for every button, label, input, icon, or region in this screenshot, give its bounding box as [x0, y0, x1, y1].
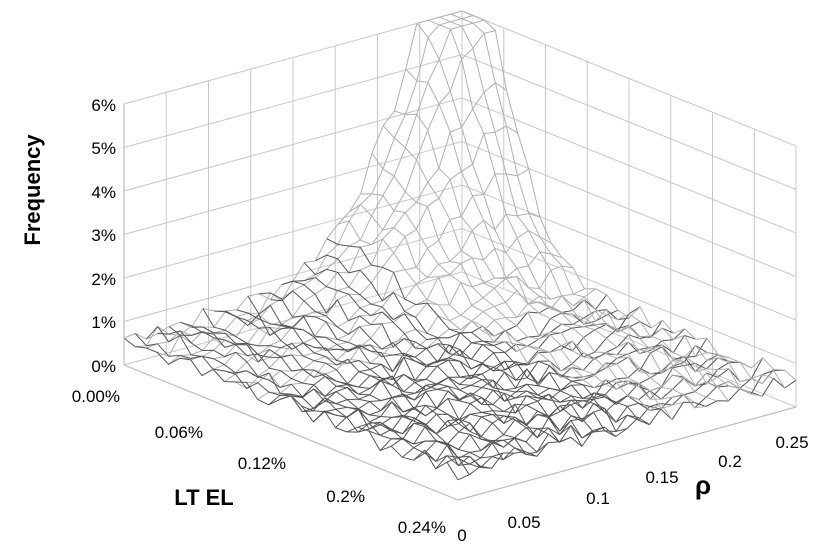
surface-column-line [180, 321, 515, 461]
surface-column-line [349, 203, 684, 410]
z-axis-title: Frequency [20, 134, 45, 246]
z-tick-label: 1% [91, 313, 116, 332]
surface-column-line [439, 16, 774, 383]
surface-row-line [324, 319, 663, 418]
surface-row-line [223, 251, 563, 382]
surface-column-line [202, 308, 537, 457]
surface-row-line [190, 168, 530, 361]
surface-column-line [382, 125, 718, 402]
y-axis-ticks: 0 0.05 0.1 0.15 0.2 0.25 [457, 433, 808, 545]
y-tick-label: 0.05 [507, 513, 540, 532]
surface-column-line [405, 68, 740, 390]
z-axis-ticks: 6% 5% 4% 3% 2% 1% 0% [91, 96, 116, 376]
surface-column-line [225, 310, 560, 443]
z-tick-label: 4% [91, 183, 116, 202]
surface-column-line [123, 337, 459, 481]
x-tick-label: 0.2% [326, 487, 365, 506]
surface-column-line [259, 292, 594, 439]
surface-column-line [270, 290, 605, 433]
y-tick-label: 0.15 [645, 468, 678, 487]
surface-column-line [303, 262, 639, 423]
y-tick-label: 0.2 [718, 452, 742, 471]
surface-column-line [337, 220, 673, 421]
surface-column-line [394, 110, 729, 402]
surface-column-line [326, 238, 661, 410]
surface-column-line [360, 193, 695, 403]
y-tick-label: 0.25 [775, 433, 808, 452]
x-axis-ticks: 0.00% 0.06% 0.12% 0.2% 0.24% [72, 387, 446, 537]
x-tick-label: 0.00% [72, 387, 120, 406]
z-tick-label: 6% [91, 96, 116, 115]
surface-column-line [236, 309, 571, 443]
x-tick-label: 0.12% [238, 454, 286, 473]
surface-row-line [146, 19, 485, 349]
surface-column-line [247, 295, 583, 447]
surface-column-line [450, 13, 786, 389]
gridline-horizontal [123, 10, 797, 147]
x-tick-label: 0.06% [155, 423, 203, 442]
x-axis-title: LT EL [174, 485, 233, 510]
surface-column-line [157, 330, 492, 469]
surface-column-line [134, 333, 470, 475]
surface-column-line [371, 153, 706, 409]
surface-column-line [315, 254, 650, 426]
y-tick-label: 0 [457, 526, 466, 545]
y-tick-label: 0.1 [586, 489, 610, 508]
surface-column-line [428, 19, 763, 397]
surface-column-line [461, 10, 797, 381]
z-tick-label: 2% [91, 270, 116, 289]
surface-column-line [168, 326, 504, 459]
surface-column-line [416, 23, 752, 393]
surface-column-line [292, 277, 628, 432]
gridline-horizontal [123, 140, 797, 277]
surface-row-line [213, 230, 552, 374]
surface-row-line [168, 82, 507, 365]
y-axis-line [457, 406, 797, 501]
x-axis-line [123, 364, 459, 501]
z-tick-label: 0% [91, 357, 116, 376]
gridline-horizontal [123, 184, 797, 321]
surface-mesh [123, 10, 797, 481]
axis-lines [123, 104, 797, 501]
z-tick-label: 5% [91, 139, 116, 158]
chart-walls [123, 10, 797, 408]
surface-column-line [146, 326, 481, 467]
surface-column-line [281, 280, 616, 437]
surface-column-line [214, 310, 549, 453]
x-tick-label: 0.24% [398, 518, 446, 537]
y-axis-title: ρ [695, 470, 711, 500]
z-tick-label: 3% [91, 226, 116, 245]
